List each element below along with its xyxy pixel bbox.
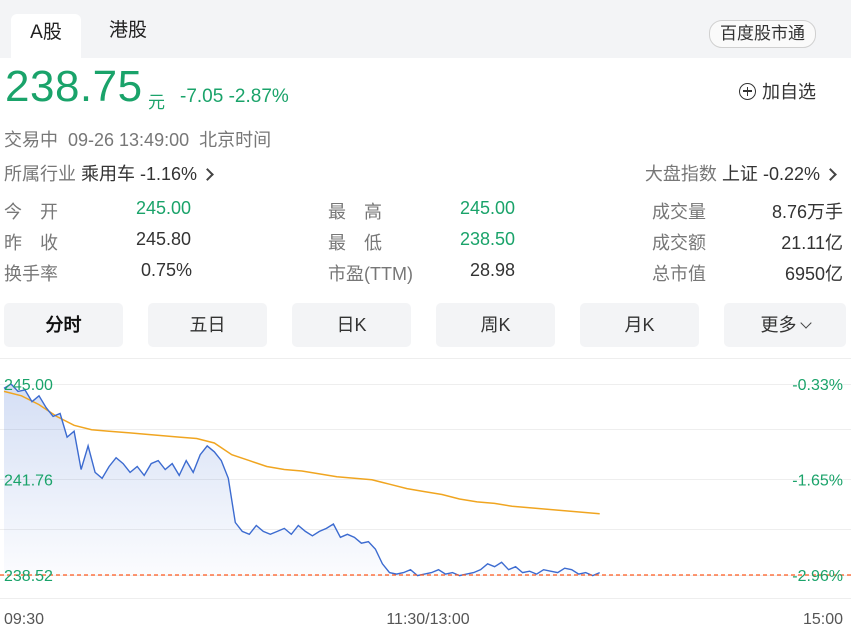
period-daily-k[interactable]: 日K (292, 303, 411, 347)
period-weekly-k[interactable]: 周K (436, 303, 555, 347)
trading-timezone: 北京时间 (199, 130, 272, 150)
open-value: 245.00 (136, 198, 192, 218)
trading-state: 交易中 (4, 130, 58, 150)
low-value: 238.50 (460, 229, 516, 249)
baidu-stock-button[interactable]: 百度股市通 (709, 20, 816, 48)
chevron-right-icon (824, 167, 837, 181)
market-index-pct: -0.22% (762, 164, 820, 184)
y-axis-pct-label: -0.33% (792, 377, 843, 394)
trading-status: 交易中 09-26 13:49:00 北京时间 (4, 126, 281, 152)
period-more[interactable]: 更多 (724, 303, 846, 347)
y-axis-label: 245.00 (4, 377, 53, 394)
x-axis-label: 11:30/13:00 (386, 611, 469, 628)
plus-circle-icon (739, 82, 756, 100)
period-intraday[interactable]: 分时 (4, 303, 123, 347)
chevron-down-icon (799, 317, 812, 329)
market-tabs: A股 港股 百度股市通 (0, 0, 851, 58)
y-axis-label: 241.76 (4, 473, 53, 490)
add-favorite-button[interactable]: 加自选 (739, 78, 816, 104)
period-selector: 分时 五日 日K 周K 月K 更多 (4, 303, 846, 347)
y-axis-label: 238.52 (4, 568, 53, 585)
turnover-value: 21.11亿 (781, 233, 843, 253)
period-monthly-k[interactable]: 月K (580, 303, 699, 347)
tab-a-share[interactable]: A股 (11, 14, 81, 58)
add-favorite-label: 加自选 (762, 82, 816, 102)
turnover-rate-value: 0.75% (141, 260, 193, 280)
volume-label: 成交量 (652, 202, 706, 222)
chevron-right-icon (201, 167, 214, 181)
high-label: 最 高 (328, 202, 382, 222)
market-index-label: 大盘指数 (644, 164, 717, 184)
industry-link[interactable]: 所属行业 乘用车 -1.16% (4, 160, 214, 186)
low-label: 最 低 (328, 233, 382, 253)
pe-label: 市盈(TTM) (328, 264, 413, 284)
y-axis-pct-label: -2.96% (792, 568, 843, 585)
turnover-label: 成交额 (652, 233, 706, 253)
turnover-rate-label: 换手率 (4, 264, 58, 284)
change-percent: -2.87% (228, 86, 289, 107)
pe-value: 28.98 (470, 260, 516, 280)
average-line (3, 390, 600, 515)
price-unit: 元 (148, 93, 165, 112)
current-price: 238.75 (5, 62, 143, 111)
x-axis-label: 15:00 (803, 611, 843, 628)
period-more-label: 更多 (760, 315, 797, 335)
price-change: -7.05 -2.87% (180, 86, 289, 108)
industry-name: 乘用车 (81, 164, 136, 184)
intraday-chart: 245.00 241.76 238.52 -0.33% -1.65% -2.96% 09:3… (0, 358, 851, 628)
prev-close-label: 昨 收 (4, 233, 58, 253)
price-area (4, 384, 600, 576)
tab-hk-share[interactable]: 港股 (108, 20, 147, 41)
industry-pct: -1.16% (140, 164, 198, 184)
high-value: 245.00 (460, 198, 516, 218)
open-label: 今 开 (4, 202, 58, 222)
industry-label: 所属行业 (4, 164, 76, 184)
market-cap-label: 总市值 (652, 264, 706, 284)
x-axis-label: 09:30 (4, 611, 44, 628)
y-axis-pct-label: -1.65% (792, 473, 843, 490)
trading-datetime: 09-26 13:49:00 (68, 130, 190, 150)
prev-close-value: 245.80 (136, 229, 192, 249)
market-index-name: 上证 (721, 164, 758, 184)
volume-value: 8.76万手 (771, 202, 843, 222)
market-index-link[interactable]: 大盘指数 上证 -0.22% (644, 160, 837, 186)
period-five-day[interactable]: 五日 (148, 303, 267, 347)
market-cap-value: 6950亿 (784, 264, 843, 284)
change-value: -7.05 (180, 86, 224, 107)
price-line (3, 383, 600, 577)
